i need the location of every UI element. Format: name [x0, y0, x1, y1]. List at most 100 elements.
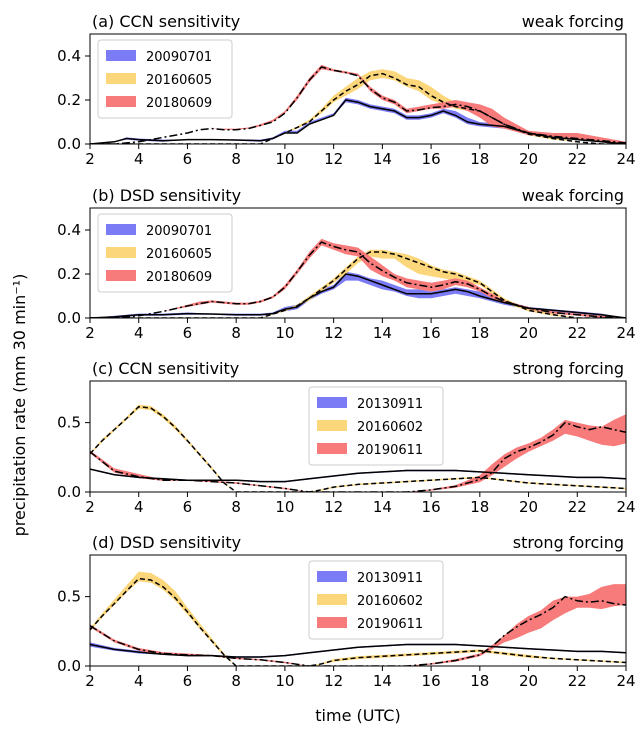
plot-area — [90, 571, 626, 666]
panel-title: (a) CCN sensitivity — [92, 12, 240, 31]
plot-area — [90, 64, 626, 144]
x-tick-label: 2 — [85, 672, 95, 690]
legend-swatch — [317, 397, 347, 408]
x-tick-label: 2 — [85, 324, 95, 342]
legend-label: 20160605 — [146, 73, 212, 88]
y-tick-label: 0.5 — [57, 588, 81, 606]
x-tick-label: 16 — [422, 150, 441, 168]
x-tick-label: 24 — [616, 150, 635, 168]
panel-b: 2 4 6 8 10 12 14 16 18 20 22 240.00.20.4(b) DSD sen… — [57, 186, 635, 342]
y-axis-label: precipitation rate (mm 30 min⁻¹) — [10, 274, 29, 537]
line-20130911 — [90, 643, 626, 658]
x-tick-label: 22 — [568, 672, 587, 690]
legend-label: 20190611 — [357, 617, 423, 632]
x-tick-label: 12 — [324, 498, 343, 516]
axes-frame — [89, 554, 627, 667]
y-tick-label: 0.4 — [57, 47, 81, 65]
x-tick-label: 4 — [134, 150, 144, 168]
legend-swatch — [317, 571, 347, 582]
x-tick-label: 8 — [231, 150, 241, 168]
panel-subtitle: weak forcing — [522, 12, 624, 31]
x-tick-label: 24 — [616, 498, 635, 516]
y-tick-label: 0.2 — [57, 91, 81, 109]
legend: 20130911 20160602 20190611 — [308, 386, 444, 466]
legend-swatch — [106, 224, 136, 235]
y-tick-label: 0.2 — [57, 265, 81, 283]
x-tick-label: 6 — [183, 498, 193, 516]
x-tick-label: 24 — [616, 324, 635, 342]
panel-a: 2 4 6 8 10 12 14 16 18 20 22 240.00.20.4(a) CCN sen… — [57, 12, 635, 168]
legend-label: 20130911 — [357, 397, 423, 412]
x-tick-label: 22 — [568, 150, 587, 168]
line-20160602 — [90, 577, 626, 666]
x-tick-label: 14 — [373, 498, 392, 516]
x-tick-label: 8 — [231, 324, 241, 342]
legend-swatch — [106, 50, 136, 61]
plot-area — [90, 404, 626, 492]
line-20090701 — [90, 99, 626, 144]
x-tick-label: 12 — [324, 324, 343, 342]
legend-label: 20130911 — [357, 571, 423, 586]
panel-subtitle: weak forcing — [522, 186, 624, 205]
legend-swatch — [106, 270, 136, 281]
x-tick-label: 18 — [470, 324, 489, 342]
x-tick-label: 10 — [275, 498, 294, 516]
legend-swatch — [317, 594, 347, 605]
panel-subtitle: strong forcing — [513, 533, 624, 552]
panel-title: (c) CCN sensitivity — [92, 359, 239, 378]
y-tick-label: 0.0 — [57, 483, 81, 501]
x-tick-label: 2 — [85, 498, 95, 516]
legend-swatch — [317, 443, 347, 454]
legend-swatch — [317, 617, 347, 628]
legend-label: 20090701 — [146, 50, 212, 65]
line-20180609 — [90, 66, 626, 144]
x-tick-label: 8 — [231, 672, 241, 690]
x-tick-label: 24 — [616, 672, 635, 690]
x-tick-label: 6 — [183, 672, 193, 690]
x-tick-label: 18 — [470, 672, 489, 690]
x-tick-label: 6 — [183, 324, 193, 342]
legend-label: 20190611 — [357, 443, 423, 458]
x-tick-label: 10 — [275, 150, 294, 168]
line-20160605 — [90, 251, 626, 318]
x-tick-label: 16 — [422, 498, 441, 516]
x-tick-label: 20 — [519, 324, 538, 342]
line-20190611 — [90, 421, 626, 492]
band-20160605 — [90, 69, 626, 144]
x-tick-label: 14 — [373, 672, 392, 690]
x-tick-label: 4 — [134, 324, 144, 342]
panel-d: 2 4 6 8 10 12 14 16 18 20 22 240.00.5(d) DSD sensit… — [57, 533, 635, 690]
legend: 20090701 20160605 20180609 — [97, 39, 233, 119]
line-20180609 — [90, 241, 626, 318]
band-20190611 — [90, 584, 626, 666]
legend-swatch — [106, 96, 136, 107]
x-tick-label: 6 — [183, 150, 193, 168]
panel-subtitle: strong forcing — [513, 359, 624, 378]
x-tick-label: 2 — [85, 150, 95, 168]
x-tick-label: 14 — [373, 324, 392, 342]
plot-area — [90, 238, 626, 318]
x-tick-label: 10 — [275, 324, 294, 342]
x-tick-label: 12 — [324, 150, 343, 168]
x-tick-label: 18 — [470, 498, 489, 516]
x-tick-label: 8 — [231, 498, 241, 516]
axes-frame — [89, 33, 627, 145]
legend-swatch — [317, 420, 347, 431]
legend-label: 20160602 — [357, 594, 423, 609]
legend-label: 20090701 — [146, 224, 212, 239]
legend: 20090701 20160605 20180609 — [97, 213, 233, 293]
y-tick-label: 0.4 — [57, 221, 81, 239]
line-20190611 — [90, 595, 626, 666]
panels: 2 4 6 8 10 12 14 16 18 20 22 240.00.20.4(a) CCN sen… — [57, 12, 635, 690]
legend-label: 20180609 — [146, 270, 212, 285]
x-axis-label: time (UTC) — [315, 706, 400, 725]
line-20160605 — [90, 72, 626, 144]
x-tick-label: 20 — [519, 672, 538, 690]
x-tick-label: 4 — [134, 498, 144, 516]
y-tick-label: 0.5 — [57, 414, 81, 432]
legend: 20130911 20160602 20190611 — [308, 560, 444, 640]
x-tick-label: 20 — [519, 498, 538, 516]
y-tick-label: 0.0 — [57, 657, 81, 675]
legend-label: 20180609 — [146, 96, 212, 111]
